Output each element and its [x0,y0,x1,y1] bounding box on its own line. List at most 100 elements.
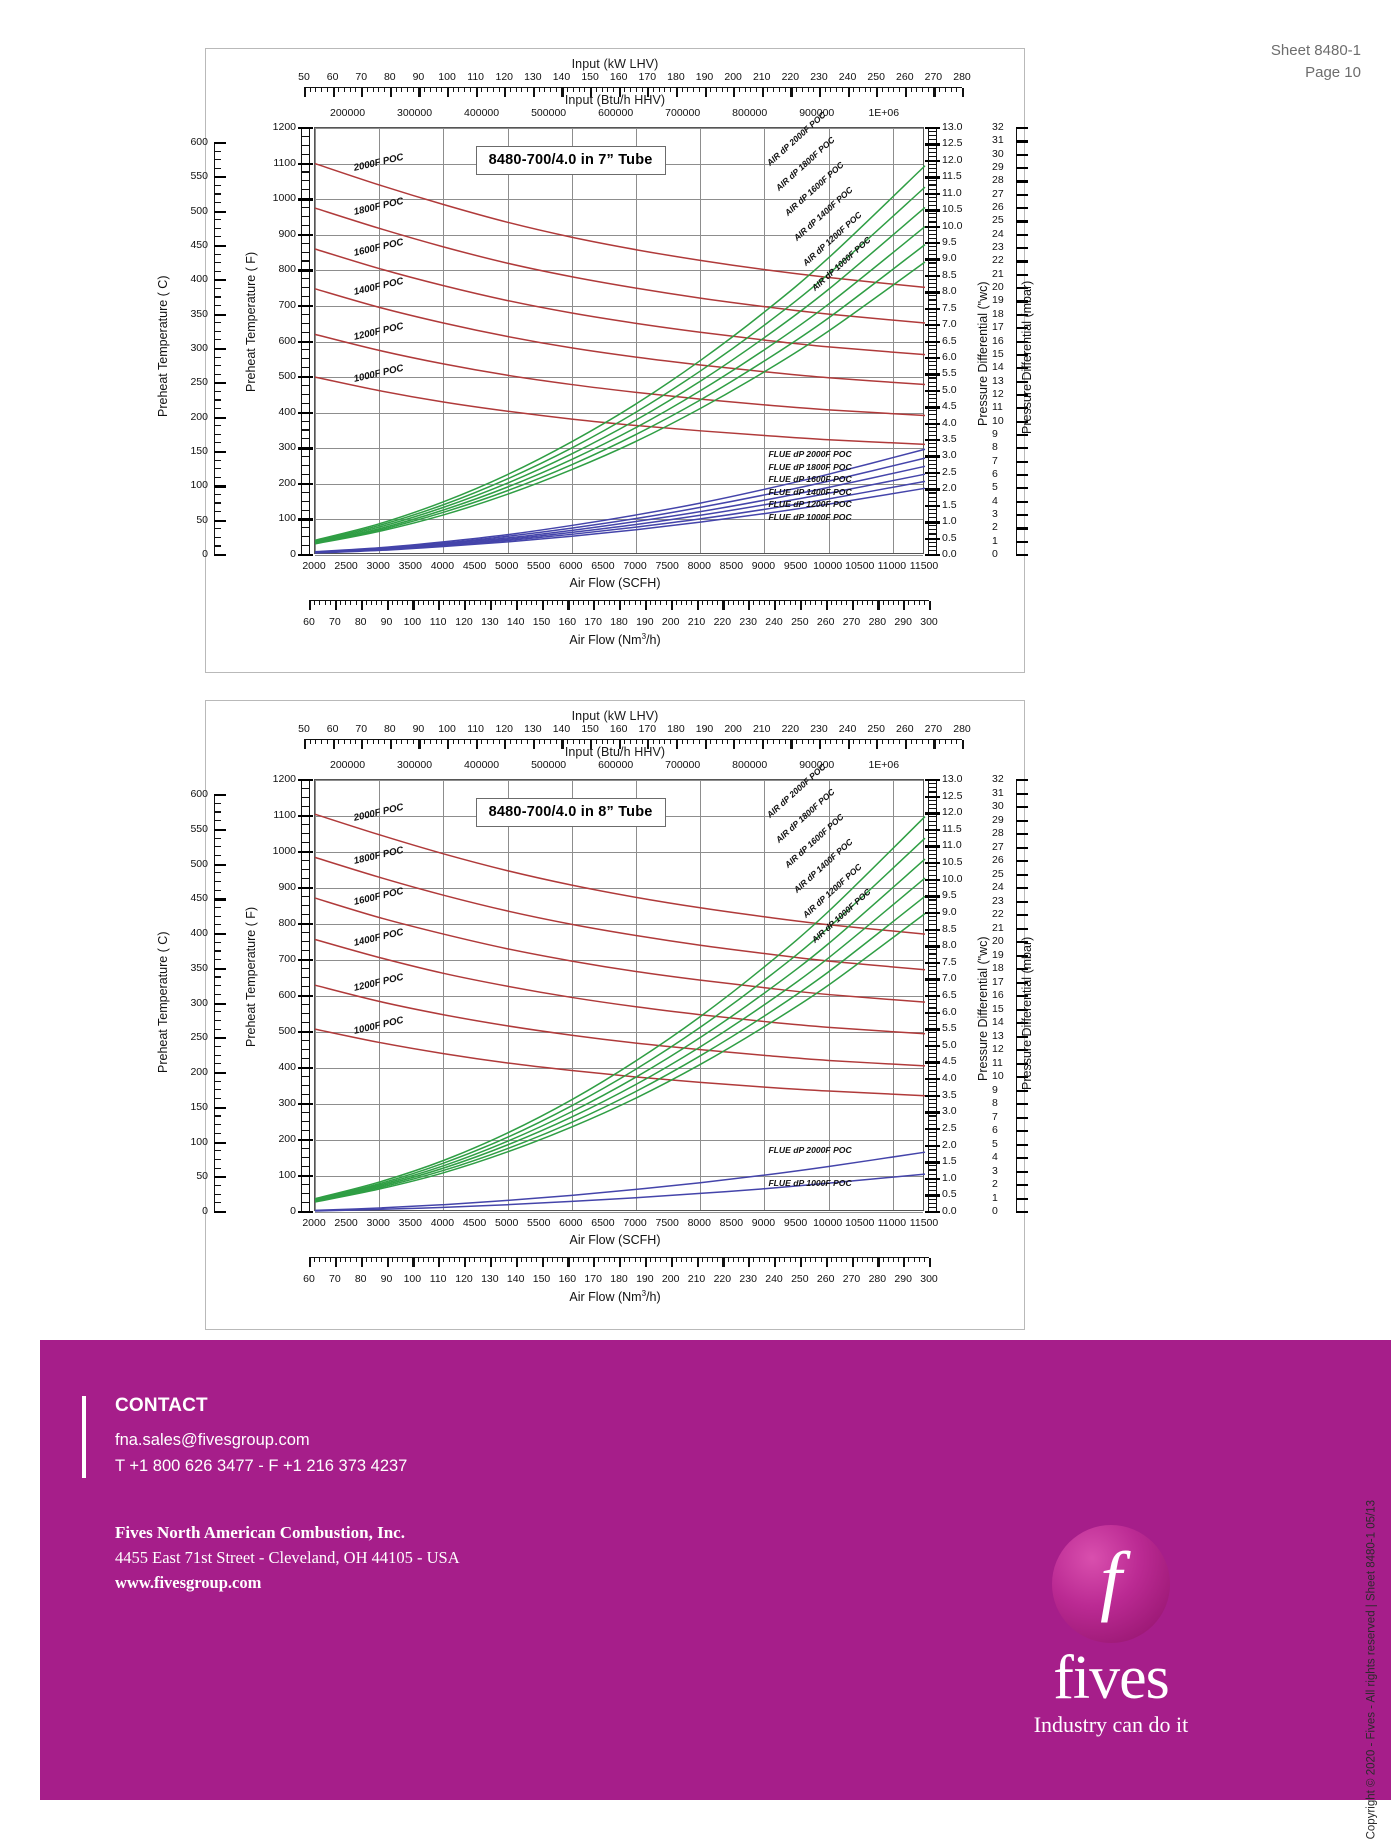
left-axis-f-tick: 1000 [272,845,296,857]
top-axis-2-labels: 200000 300000 400000 500000 600000 700000 8000… [329,107,900,119]
left-axis-c-tick: 450 [190,892,208,905]
right-axis-mbar-tick: 19 [992,294,1004,307]
curve-1200f-poc [314,333,926,417]
right-axis-wc-tick: 8.0 [942,939,957,952]
gridline-vertical [315,780,316,1210]
gridline-vertical [636,780,638,1210]
left-axis-f-tick: 400 [278,1061,296,1073]
right-axis-mbar-rail [1016,779,1028,1214]
right-axis-wc-tick: 0.5 [942,531,957,544]
right-axis-wc-title: Pressure Differential ("wc) [976,281,990,426]
right-axis-mbar-tick: 31 [992,786,1004,799]
right-axis-mbar-tick: 22 [992,908,1004,920]
right-axis-wc-tick: 10.5 [942,856,963,869]
contact-divider [82,1396,86,1478]
left-axis-c-tick: 150 [190,444,208,457]
right-axis-wc-tick: 4.5 [942,400,957,413]
gridline-horizontal [315,996,923,997]
gridline-horizontal [315,1212,923,1213]
chart-title-callout: 8480-700/4.0 in 7” Tube [475,146,666,176]
left-axis-c-tick: 500 [190,857,208,870]
top-axis-2-labels: 200000 300000 400000 500000 600000 700000 8000… [329,759,900,771]
gridline-horizontal [315,888,923,889]
right-axis-wc-tick: 8.5 [942,268,957,281]
right-axis-mbar-tick: 18 [992,962,1004,974]
right-axis-wc-tick: 3.5 [942,433,957,446]
chart-title-callout: 8480-700/4.0 in 8” Tube [475,798,666,828]
right-axis-mbar-tick: 11 [992,1056,1003,1069]
right-axis-mbar-tick: 23 [992,894,1004,907]
right-axis-mbar-tick: 3 [992,507,998,520]
gridline-horizontal [315,1104,923,1105]
top-axis-1-ruler [304,739,965,752]
curve-layer [314,162,926,554]
right-axis-wc-tick: 5.0 [942,383,957,396]
sheet-number: Sheet 8480-1 [1270,42,1361,59]
right-axis-mbar-tick: 8 [992,441,998,454]
contact-email[interactable]: fna.sales@fivesgroup.com [115,1431,310,1449]
left-axis-c-tick: 100 [190,1135,208,1148]
copyright-notice: Copyright © 2020 - Fives - All rights re… [1365,1500,1377,1839]
left-axis-f-tick: 300 [278,1097,296,1109]
left-axis-f-tick: 0 [290,1205,296,1217]
right-axis-mbar-tick: 5 [992,481,998,494]
right-axis-mbar-title: Pressure Differential (mbar) [1020,281,1034,435]
left-axis-c-tick: 250 [190,1031,208,1044]
left-axis-f-tick: 500 [278,370,296,383]
gridline-vertical [892,128,894,553]
right-axis-mbar-tick: 9 [992,427,998,440]
left-axis-f-tick: 600 [278,989,296,1001]
chart-7in-tube: Input (kW LHV) 50 60 70 80 90 100 110 120 130 140 1… [156,48,1034,673]
right-axis-wc-tick: 6.5 [942,334,957,347]
right-axis-mbar-tick: 10 [992,1070,1004,1082]
left-axis-c-tick: 250 [190,376,208,389]
right-axis-mbar-rail [1016,127,1028,557]
left-axis-c-rail [214,794,226,1214]
right-axis-wc-tick: 10.0 [942,872,963,885]
right-axis-mbar-tick: 12 [992,1043,1004,1055]
fives-mark-icon: f [1052,1525,1170,1644]
right-axis-mbar-tick: 19 [992,948,1004,961]
right-axis-wc-tick: 6.0 [942,350,957,363]
right-axis-mbar-tick: 7 [992,454,998,467]
right-axis-wc-tick: 1.0 [942,1171,957,1184]
left-axis-c-tick: 300 [190,996,208,1009]
gridline-vertical [700,780,702,1210]
left-axis-f-rail [298,779,313,1214]
right-axis-mbar-tick: 11 [992,401,1003,414]
left-axis-c-tick: 200 [190,410,208,423]
company-website[interactable]: www.fivesgroup.com [115,1573,262,1593]
right-axis-wc-tick: 0.5 [942,1188,957,1201]
gridline-horizontal [315,1140,923,1141]
curve-air-dp-1800f-poc [314,186,926,542]
gridline-horizontal [315,128,923,129]
right-axis-mbar-tick: 17 [992,321,1004,334]
left-axis-f-tick: 1200 [272,121,296,133]
gridline-vertical [636,128,638,553]
right-axis-wc-tick: 11.0 [942,186,962,199]
left-axis-f-tick: 500 [278,1025,296,1037]
gridline-vertical [571,128,573,553]
right-axis-wc-tick: 13.0 [942,773,963,785]
right-axis-wc-tick: 9.0 [942,905,957,918]
curve-label-flue-dp: FLUE dP 1000F POC [768,511,852,522]
curve-air-dp-1800f-poc [314,837,926,1201]
right-axis-wc-tick: 4.0 [942,1072,957,1085]
right-axis-wc-tick: 7.5 [942,955,957,968]
right-axis-wc-tick: 8.5 [942,922,957,935]
contact-phone: T +1 800 626 3477 - F +1 216 373 4237 [115,1456,408,1475]
left-axis-f-tick: 800 [278,263,296,276]
curve-air-dp-1400f-poc [314,225,926,544]
left-axis-f-tick: 200 [278,476,296,489]
curve-air-dp-1000f-poc [314,261,926,545]
left-axis-c-tick: 200 [190,1066,208,1079]
right-axis-mbar-tick: 15 [992,1002,1004,1015]
curve-1200f-poc [314,984,926,1067]
gridline-vertical [571,780,573,1210]
right-axis-wc-tick: 1.5 [942,1155,957,1168]
left-axis-c-tick: 100 [190,479,208,492]
bottom-axis-2-ruler [309,600,932,613]
right-axis-mbar-tick: 16 [992,334,1004,347]
contact-heading: CONTACT [115,1395,208,1416]
right-axis-wc-tick: 8.0 [942,285,957,298]
